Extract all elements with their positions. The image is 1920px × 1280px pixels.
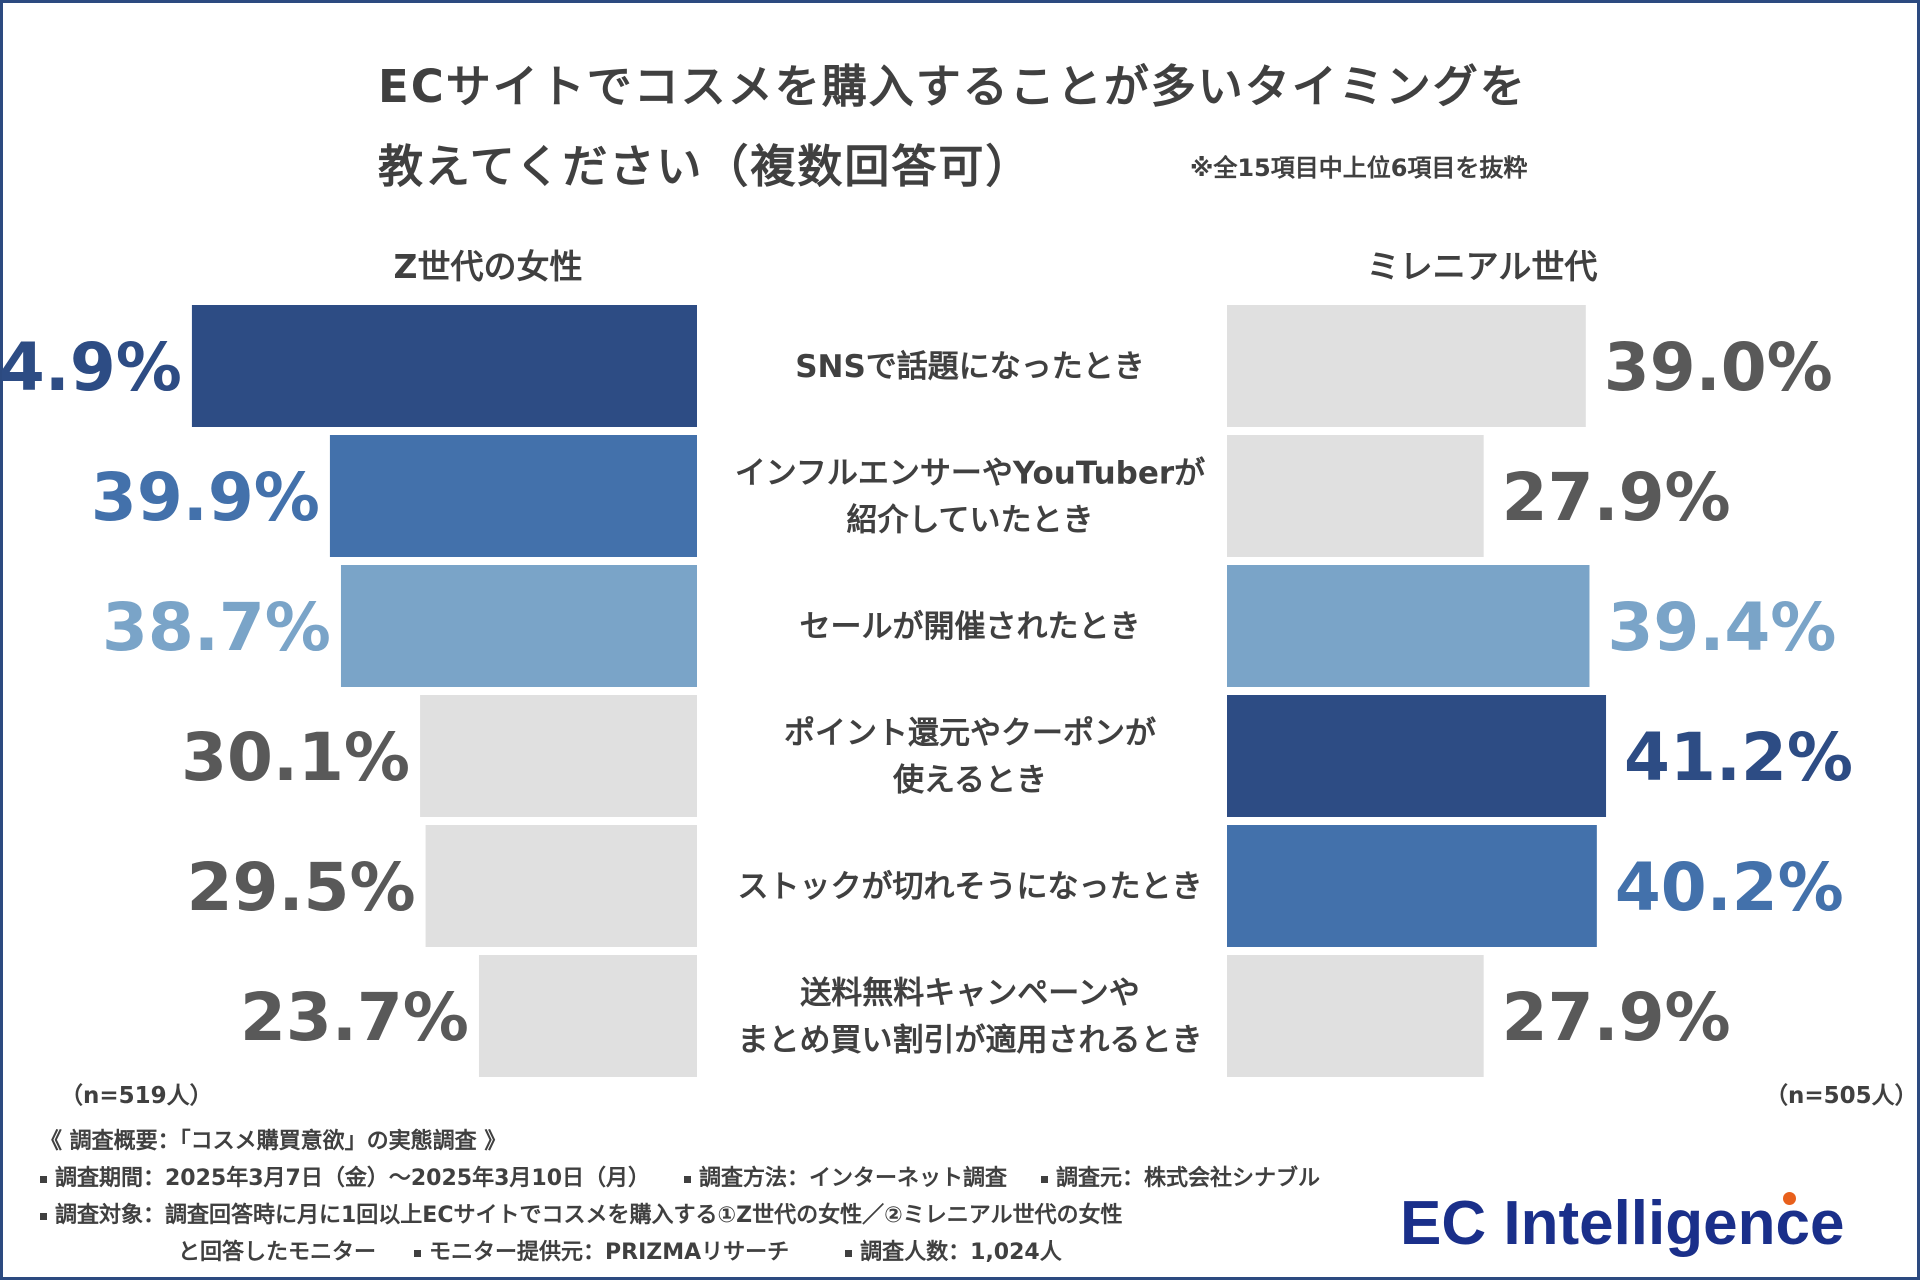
survey-provider: モニター提供元：PRIZMAリサーチ: [414, 1234, 789, 1266]
bar-right-5: [1227, 955, 1484, 1077]
survey-period: 調査期間：2025年3月7日（金）～2025年3月10日（月）: [40, 1160, 650, 1192]
category-label-1: インフルエンサーやYouTuberが紹介していたとき: [735, 456, 1205, 539]
bar-left-3: [420, 695, 697, 817]
brand-logo-dot: [1783, 1192, 1796, 1205]
value-label-right-5: 27.9%: [1502, 979, 1731, 1056]
category-label-3: ポイント還元やクーポンが使えるとき: [784, 716, 1156, 799]
survey-line-1: 調査期間：2025年3月7日（金）～2025年3月10日（月） 調査方法：インター…: [40, 1160, 1320, 1192]
category-label-2: セールが開催されたとき: [800, 609, 1141, 645]
value-label-left-0: 54.9%: [0, 329, 182, 406]
brand-logo: EC Intelligence: [1400, 1189, 1845, 1258]
value-label-right-3: 41.2%: [1624, 719, 1853, 796]
bullet-icon: [684, 1175, 692, 1183]
survey-source: 調査元：株式会社シナブル: [1041, 1160, 1320, 1192]
bullet-icon: [40, 1212, 47, 1220]
survey-count: 調査人数：1,024人: [845, 1234, 1062, 1266]
category-label-0: SNSで話題になったとき: [795, 349, 1145, 385]
bar-right-2: [1227, 565, 1590, 687]
sample-size-left: （n=519人）: [60, 1083, 213, 1109]
series-label-right: ミレニアル世代: [1366, 247, 1598, 286]
value-label-left-4: 29.5%: [187, 849, 416, 926]
chart-title-line2: 教えてください（複数回答可）: [378, 140, 1033, 193]
bullet-icon: [1041, 1175, 1049, 1183]
bar-left-1: [329, 435, 697, 557]
value-label-left-5: 23.7%: [240, 979, 469, 1056]
series-label-left: Z世代の女性: [393, 247, 583, 286]
value-label-left-3: 30.1%: [181, 719, 410, 796]
sample-size-right: （n=505人）: [1765, 1083, 1918, 1109]
chart-note: ※全15項目中上位6項目を抜粋: [1190, 154, 1528, 182]
survey-method: 調査方法：インターネット調査: [684, 1160, 1007, 1192]
bar-right-0: [1227, 305, 1586, 427]
survey-target-cont: と回答したモニター: [178, 1240, 377, 1265]
chart-title-line1: ECサイトでコスメを購入することが多いタイミングを: [378, 60, 1527, 113]
bar-right-1: [1227, 435, 1484, 557]
survey-heading: 《 調査概要：「コスメ購買意欲」の実態調査 》: [40, 1129, 507, 1154]
value-label-left-1: 39.9%: [91, 459, 320, 536]
bar-left-2: [340, 565, 697, 687]
bar-left-5: [478, 955, 697, 1077]
category-label-5: 送料無料キャンペーンやまとめ買い割引が適用されるとき: [738, 976, 1203, 1059]
bar-left-4: [425, 825, 697, 947]
bullet-icon: [414, 1249, 422, 1257]
survey-target: 調査対象：調査回答時に月に1回以上ECサイトでコスメを購入する①Z世代の女性／②…: [40, 1197, 1122, 1229]
survey-line-3: と回答したモニター モニター提供元：PRIZMAリサーチ 調査人数：1,024人: [40, 1234, 1062, 1266]
category-label-4: ストックが切れそうになったとき: [738, 869, 1203, 905]
bar-right-4: [1227, 825, 1597, 947]
value-label-right-2: 39.4%: [1607, 589, 1836, 666]
value-label-right-4: 40.2%: [1615, 849, 1844, 926]
value-label-right-1: 27.9%: [1502, 459, 1731, 536]
bar-left-0: [191, 305, 698, 427]
value-label-right-0: 39.0%: [1604, 329, 1833, 406]
bullet-icon: [845, 1249, 853, 1257]
value-label-left-2: 38.7%: [102, 589, 331, 666]
bar-right-3: [1227, 695, 1607, 817]
bullet-icon: [40, 1175, 47, 1183]
